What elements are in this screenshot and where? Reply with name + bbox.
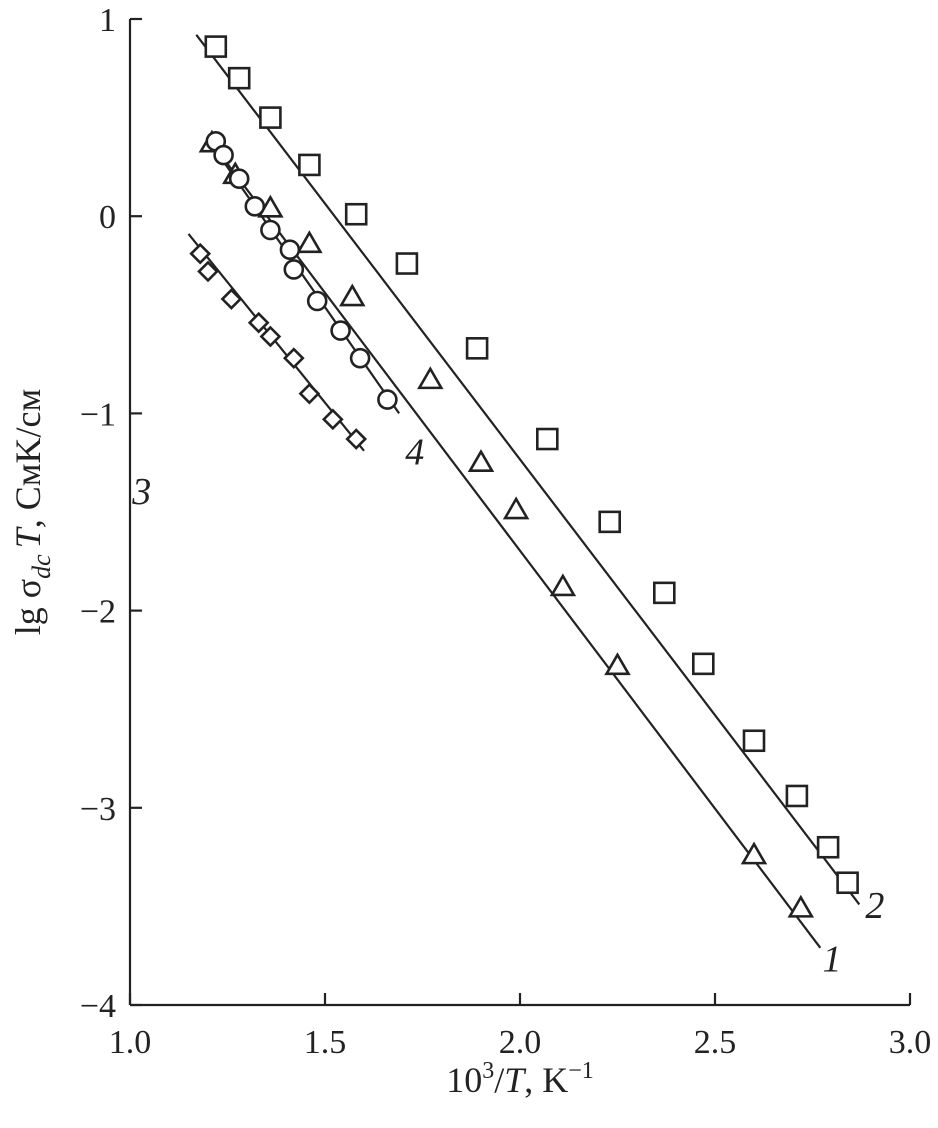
- series-label-2: 2: [865, 885, 884, 927]
- data-point-1: [740, 841, 768, 865]
- data-point-2: [785, 784, 809, 808]
- data-point-2: [598, 510, 622, 534]
- x-tick-label: 3.0: [889, 1024, 932, 1061]
- data-point-1: [467, 449, 495, 473]
- series-labels: 12 3 4: [131, 432, 884, 981]
- x-tick-label: 1.0: [109, 1024, 152, 1061]
- y-tick-label: −4: [80, 988, 116, 1025]
- data-point-2: [836, 871, 859, 895]
- data-point-3: [259, 325, 282, 348]
- data-point-2: [259, 106, 282, 129]
- data-point-1: [339, 283, 366, 307]
- data-point-3: [247, 311, 270, 334]
- fit-lines: [187, 34, 861, 949]
- data-point-1: [549, 573, 577, 597]
- data-point-1: [296, 230, 323, 254]
- x-tick-label: 1.5: [304, 1024, 347, 1061]
- data-point-4: [279, 239, 301, 261]
- data-point-3: [282, 347, 305, 370]
- x-axis-label: 103/T, K−1: [446, 1058, 594, 1100]
- data-point-2: [227, 66, 251, 90]
- data-point-1: [502, 496, 530, 520]
- data-point-4: [260, 219, 281, 241]
- data-point-1: [604, 652, 631, 676]
- data-point-3: [197, 260, 219, 283]
- data-point-4: [244, 196, 266, 217]
- data-point-2: [535, 427, 559, 451]
- data-point-4: [228, 168, 250, 190]
- data-point-2: [204, 35, 228, 58]
- data-point-2: [465, 337, 489, 360]
- data-point-4: [283, 259, 305, 280]
- data-point-3: [321, 408, 344, 431]
- data-point-4: [213, 144, 234, 166]
- series-label-1: 1: [823, 938, 842, 980]
- fit-line-2: [195, 34, 861, 906]
- data-point-1: [417, 366, 444, 390]
- data-point-4: [377, 389, 398, 410]
- data-point-2: [298, 153, 321, 177]
- data-point-3: [298, 382, 321, 405]
- y-tick-label: −3: [80, 791, 116, 828]
- data-point-2: [344, 202, 368, 226]
- y-tick-label: 0: [99, 199, 116, 236]
- y-axis-label: lg σdcT, СмK/см: [8, 389, 56, 636]
- y-tick-label: −1: [80, 396, 116, 433]
- data-point-2: [691, 652, 715, 676]
- data-point-2: [395, 252, 419, 275]
- y-tick-label: 1: [99, 2, 116, 39]
- x-tick-label: 2.0: [499, 1024, 542, 1061]
- data-point-3: [189, 242, 212, 265]
- y-tick-label: −2: [80, 594, 116, 631]
- data-point-1: [787, 894, 815, 918]
- data-point-2: [652, 581, 676, 605]
- data-point-3: [345, 428, 368, 450]
- series-label-4: 4: [405, 432, 424, 474]
- fit-line-1: [211, 142, 822, 949]
- data-point-2: [816, 835, 840, 859]
- data-point-4: [349, 347, 371, 369]
- data-point-2: [742, 729, 766, 753]
- axes: 1.0 1.5 2.0 2.5 3.0 1 0 −1 −2 −3 −4: [80, 2, 931, 1061]
- series-label-3: 3: [131, 471, 151, 513]
- data-points: [189, 35, 859, 918]
- data-point-3: [220, 288, 243, 310]
- data-point-4: [306, 290, 328, 312]
- data-point-4: [330, 320, 351, 341]
- x-tick-label: 2.5: [694, 1024, 737, 1061]
